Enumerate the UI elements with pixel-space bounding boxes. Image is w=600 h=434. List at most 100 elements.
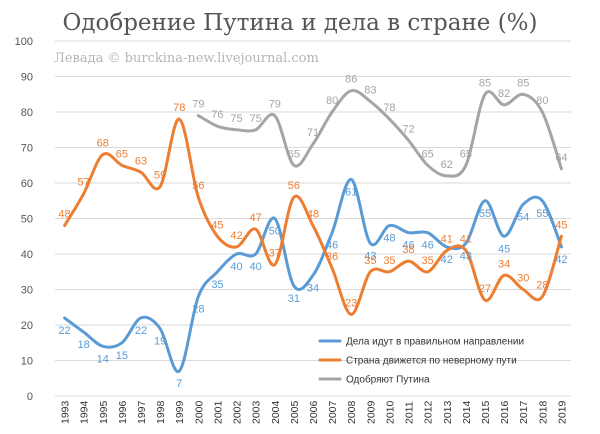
- data-label: 62: [441, 159, 453, 171]
- x-tick-label: 1997: [136, 400, 148, 424]
- data-label: 22: [135, 325, 147, 337]
- series-line-putin-approval: [196, 88, 563, 178]
- data-label: 46: [326, 240, 338, 252]
- data-label: 85: [479, 77, 491, 89]
- data-label: 85: [517, 77, 529, 89]
- chart-title: Одобрение Путина и дела в стране (%): [62, 10, 537, 36]
- x-tick-label: 2017: [518, 400, 530, 424]
- data-label: 79: [269, 99, 281, 111]
- data-label: 48: [58, 209, 70, 221]
- x-tick-label: 2007: [327, 400, 339, 424]
- x-tick-label: 1999: [174, 400, 186, 424]
- x-tick-label: 1995: [98, 400, 110, 424]
- data-label: 43: [364, 250, 376, 262]
- data-label: 63: [135, 155, 147, 167]
- data-label: 86: [345, 74, 357, 86]
- x-tick-label: 2015: [480, 400, 492, 424]
- y-tick-label: 20: [21, 320, 33, 332]
- x-tick-label: 2005: [289, 400, 301, 424]
- y-tick-label: 10: [21, 356, 33, 368]
- data-label: 47: [250, 212, 262, 224]
- x-tick-label: 2008: [346, 400, 358, 424]
- data-label: 55: [536, 208, 548, 220]
- data-label: 65: [288, 148, 300, 160]
- data-label: 23: [345, 297, 357, 309]
- x-tick-label: 1998: [155, 400, 167, 424]
- series-line-right-direction: [63, 177, 563, 373]
- y-tick-label: 60: [21, 178, 33, 190]
- y-tick-label: 100: [15, 36, 33, 48]
- y-tick-label: 30: [21, 285, 33, 297]
- y-tick-label: 90: [21, 72, 33, 84]
- data-label: 43: [460, 250, 472, 262]
- data-label: 68: [97, 138, 109, 150]
- data-label: 40: [250, 261, 262, 273]
- data-label: 48: [307, 209, 319, 221]
- data-label: 40: [230, 261, 242, 273]
- data-label: 56: [288, 180, 300, 192]
- x-tick-label: 2011: [404, 401, 416, 424]
- x-tick-label: 2002: [232, 400, 244, 424]
- x-tick-label: 2003: [251, 400, 263, 424]
- data-label: 45: [555, 219, 567, 231]
- data-label: 79: [192, 99, 204, 111]
- data-label: 7: [176, 378, 182, 390]
- x-tick-label: 2019: [556, 400, 568, 424]
- y-tick-label: 70: [21, 143, 33, 155]
- data-label: 36: [326, 251, 338, 263]
- data-labels: 22 18 14 15 22 19 7 28 35 40 40 50 31 34 46 61 43 48 46 46 4…: [58, 74, 567, 390]
- series-line-wrong-direction: [63, 117, 563, 316]
- data-label: 78: [383, 102, 395, 114]
- data-label: 15: [116, 350, 128, 362]
- data-label: 27: [479, 283, 491, 295]
- data-label: 83: [364, 84, 376, 96]
- data-label: 75: [250, 113, 262, 125]
- x-tick-label: 1996: [117, 400, 129, 424]
- data-label: 41: [441, 233, 453, 245]
- x-tick-label: 2018: [537, 400, 549, 424]
- data-label: 37: [269, 248, 281, 260]
- data-label: 42: [555, 254, 567, 266]
- x-tick-label: 2010: [384, 400, 396, 424]
- y-tick-label: 50: [21, 214, 33, 226]
- y-tick-label: 80: [21, 107, 33, 119]
- data-label: 65: [460, 148, 472, 160]
- legend-label-right-direction: Дела идут в правильном направлении: [346, 337, 524, 348]
- x-tick-label: 2013: [442, 400, 454, 424]
- x-tick-label: 2006: [308, 400, 320, 424]
- data-label: 82: [498, 88, 510, 100]
- data-label: 35: [211, 279, 223, 291]
- data-label: 42: [230, 230, 242, 242]
- data-label: 65: [422, 148, 434, 160]
- data-label: 61: [345, 186, 357, 198]
- data-label: 80: [326, 95, 338, 107]
- data-label: 76: [211, 109, 223, 121]
- legend: Дела идут в правильном направлении Страна…: [318, 337, 524, 386]
- series-lines: [63, 88, 563, 373]
- y-tick-label: 40: [21, 249, 33, 261]
- gridlines: [55, 40, 571, 397]
- y-axis-ticks: 0 10 20 30 40 50 60 70 80 90 100: [15, 36, 33, 403]
- x-tick-label: 2001: [212, 400, 224, 424]
- data-label: 71: [307, 127, 319, 139]
- data-label: 41: [460, 233, 472, 245]
- data-label: 78: [173, 102, 185, 114]
- data-label: 75: [230, 113, 242, 125]
- x-tick-label: 2012: [423, 400, 435, 424]
- data-label: 18: [78, 339, 90, 351]
- data-label: 64: [555, 152, 567, 164]
- data-label: 48: [383, 233, 395, 245]
- data-label: 35: [422, 255, 434, 267]
- data-label: 34: [498, 258, 510, 270]
- data-label: 80: [536, 95, 548, 107]
- data-label: 42: [441, 254, 453, 266]
- data-label: 56: [192, 180, 204, 192]
- x-tick-label: 2016: [499, 400, 511, 424]
- data-label: 28: [536, 280, 548, 292]
- data-label: 31: [288, 293, 300, 305]
- x-tick-label: 2004: [270, 400, 282, 424]
- data-label: 45: [498, 243, 510, 255]
- data-label: 19: [154, 336, 166, 348]
- data-label: 22: [58, 325, 70, 337]
